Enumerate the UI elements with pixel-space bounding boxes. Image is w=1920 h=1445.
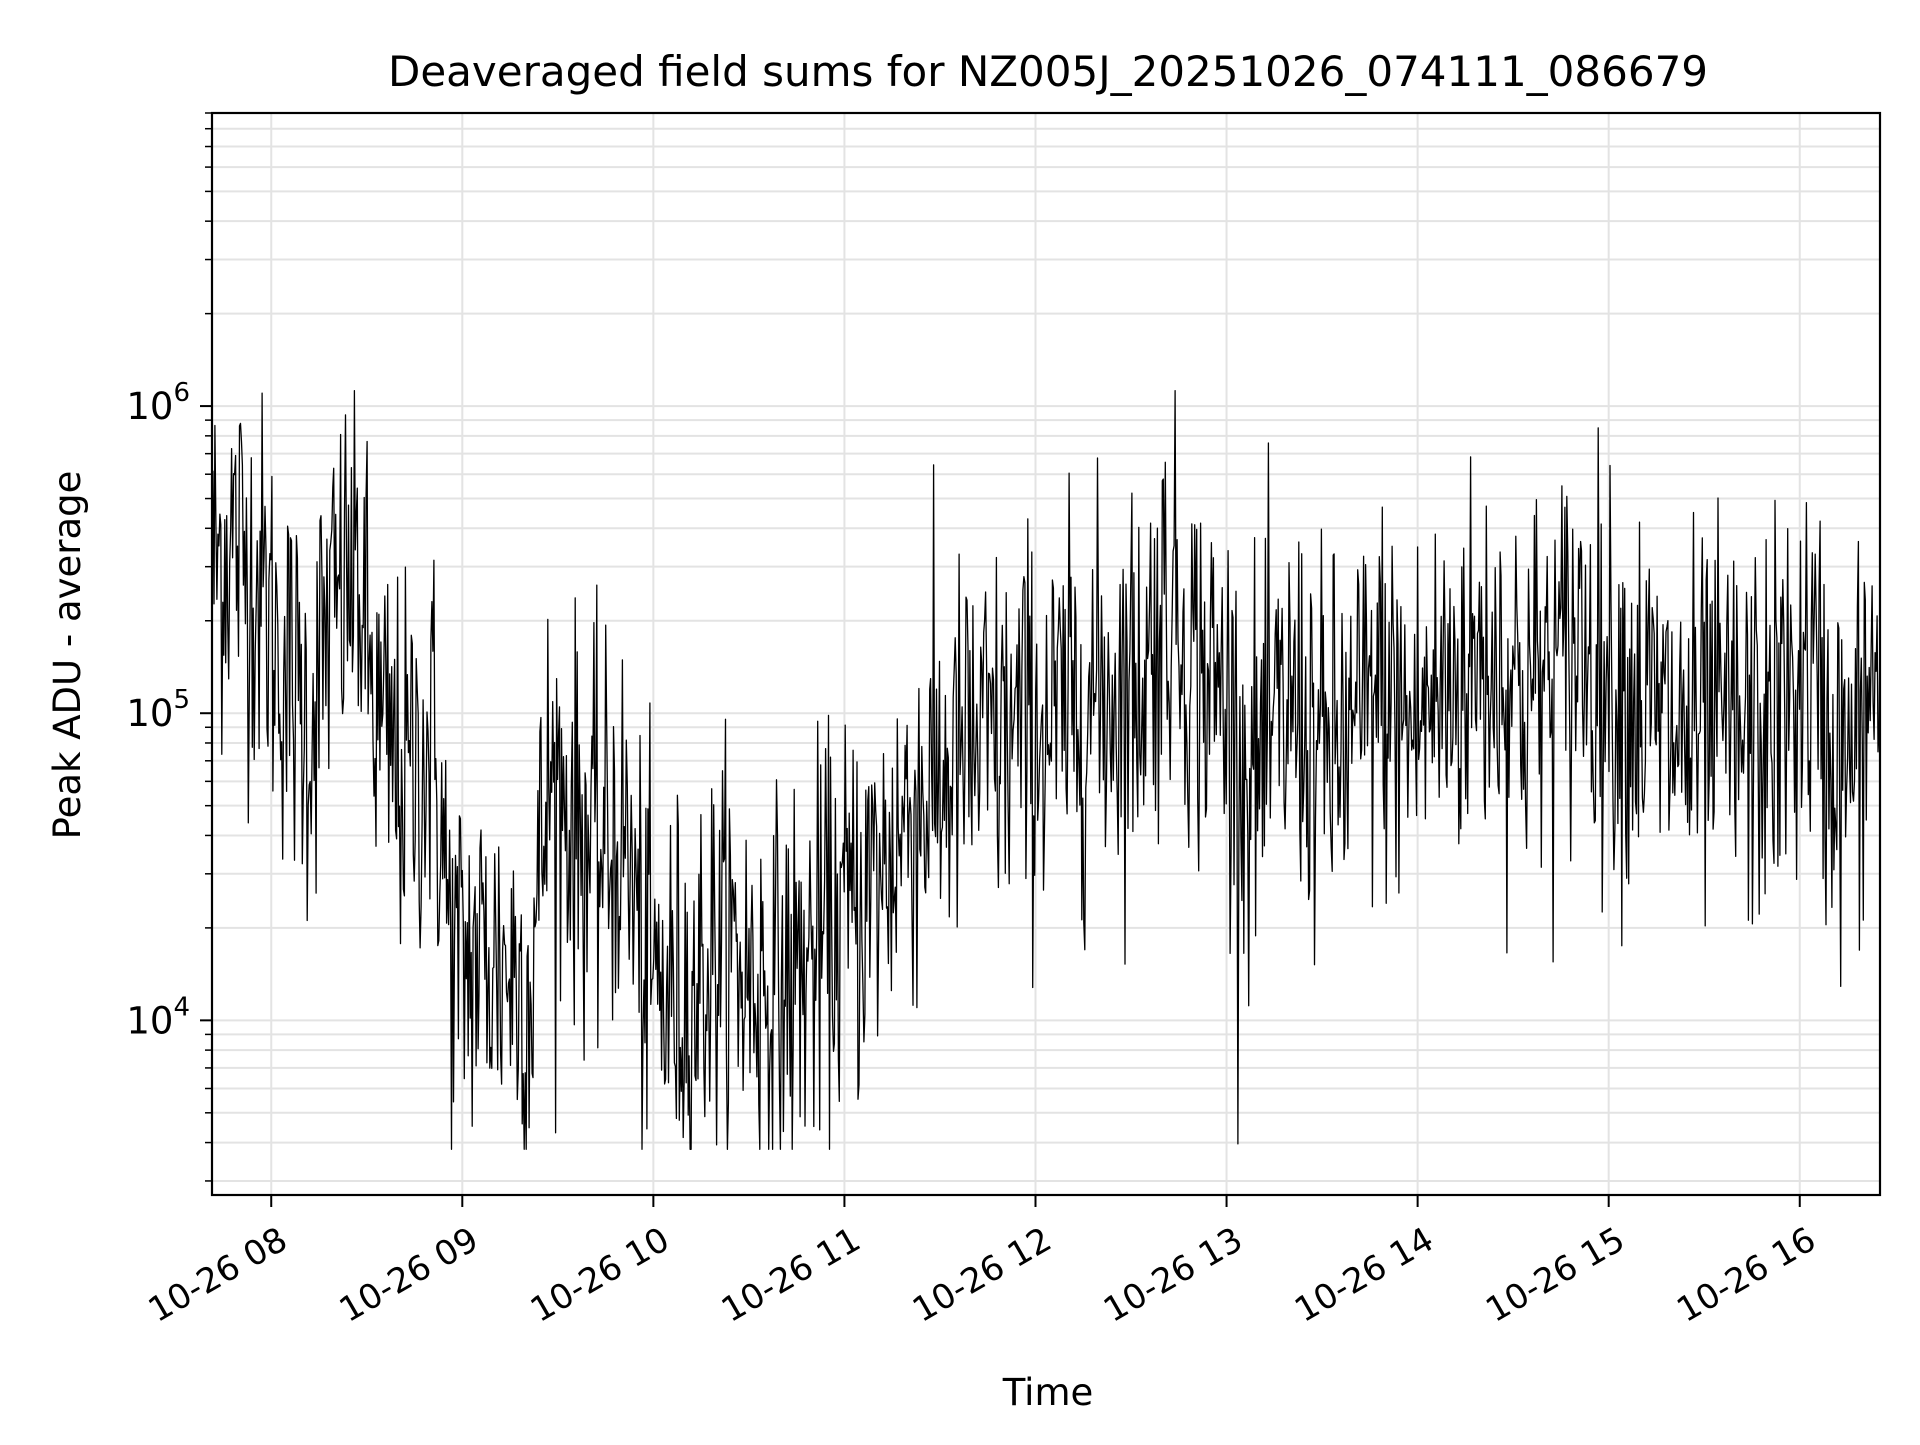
axes-frame <box>210 111 1882 1197</box>
series-layer <box>211 390 1881 1150</box>
chart-title: Deaveraged field sums for NZ005J_2025102… <box>388 47 1708 96</box>
y-tick-label: 105 <box>126 685 190 735</box>
y-tick-base: 10 <box>126 692 173 735</box>
y-tick-exponent: 6 <box>173 378 190 408</box>
y-tick-base: 10 <box>126 385 173 428</box>
y-tick-base: 10 <box>126 999 173 1042</box>
y-axis-label: Peak ADU - average <box>46 471 89 840</box>
y-tick-exponent: 5 <box>173 685 190 715</box>
y-tick-label: 106 <box>126 378 190 428</box>
y-tick-exponent: 4 <box>173 992 190 1022</box>
series-line-peak-adu <box>211 390 1881 1150</box>
x-axis-label: Time <box>1002 1371 1094 1414</box>
y-tick-label: 104 <box>126 992 190 1042</box>
